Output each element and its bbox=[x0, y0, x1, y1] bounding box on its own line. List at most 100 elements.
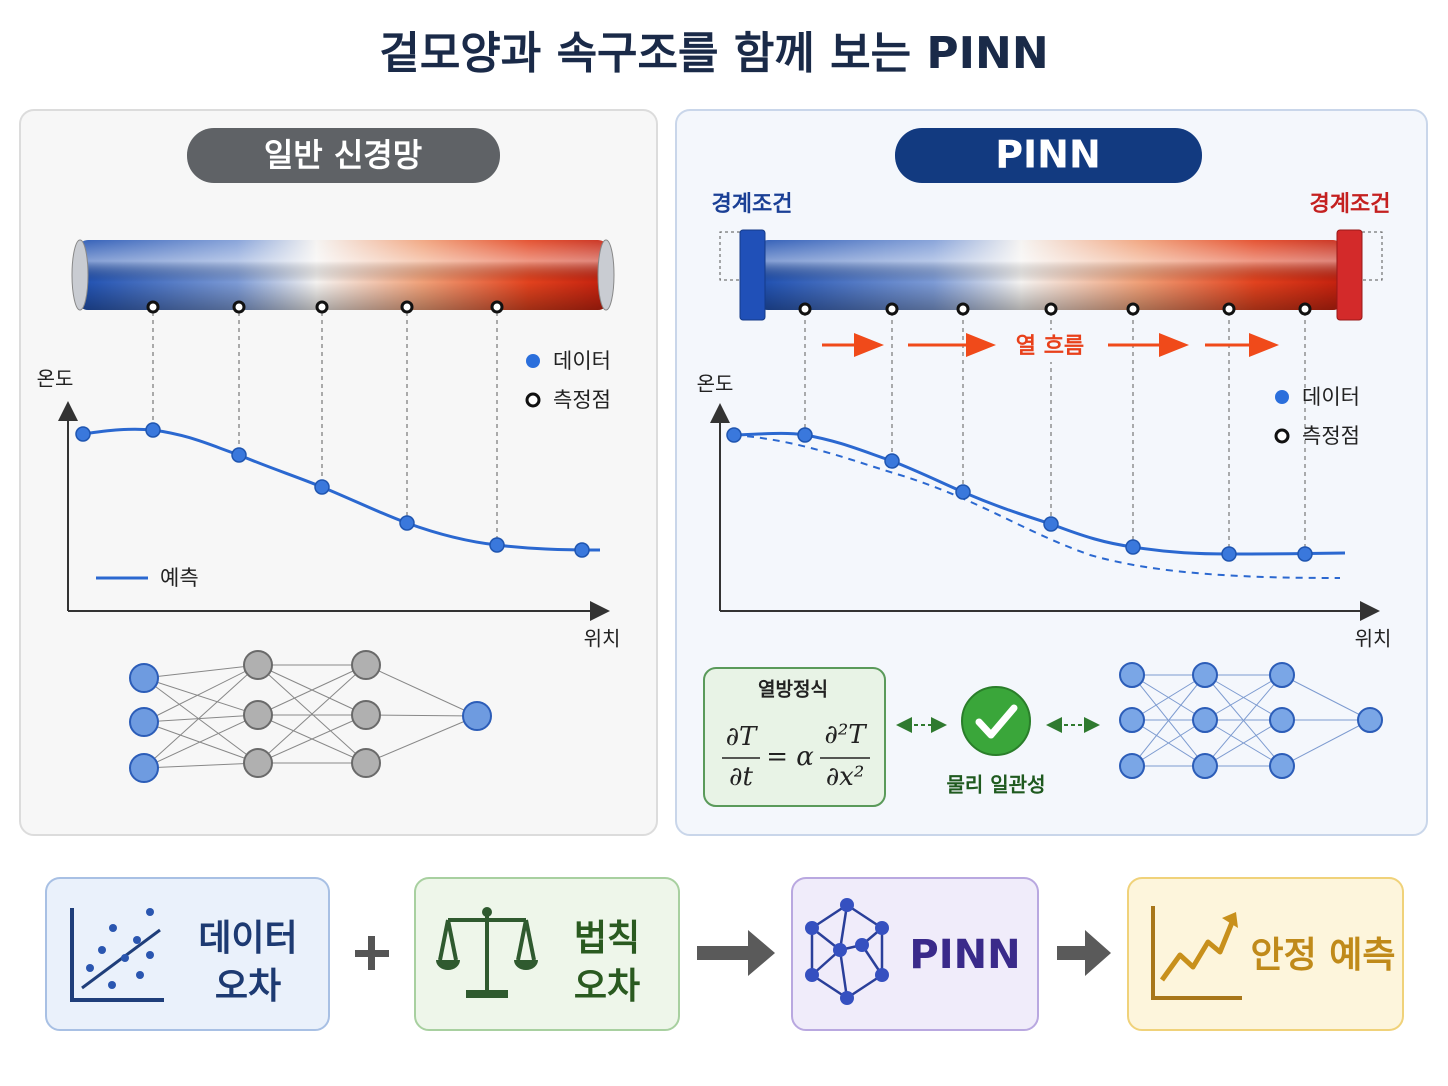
left-panel-g-circle bbox=[314, 479, 330, 495]
right-panel-g-line bbox=[1131, 674, 1206, 767]
right-panel-g-circle bbox=[956, 302, 970, 316]
right-panel-g-circle bbox=[1269, 753, 1295, 779]
card-label: PINN bbox=[909, 932, 1020, 978]
right-panel-g-circle bbox=[1119, 707, 1145, 733]
legend-label: 데이터 bbox=[553, 349, 611, 373]
bottom-flow-path bbox=[1151, 906, 1242, 1000]
bottom-flow-g-circle bbox=[805, 921, 819, 935]
left-panel-g-line bbox=[143, 677, 259, 716]
left-panel-g-circle bbox=[129, 753, 159, 783]
left-panel-g-circle bbox=[315, 300, 329, 314]
card-label: 안정 예측 bbox=[1250, 935, 1395, 976]
right-panel-g-circle bbox=[1044, 302, 1058, 316]
left-panel-g-line bbox=[143, 714, 259, 769]
left-panel-g bbox=[243, 650, 381, 778]
right-panel-rect bbox=[1336, 229, 1363, 321]
x-axis-label: 위치 bbox=[584, 627, 621, 651]
left-panel-g bbox=[143, 664, 478, 769]
card-label: 오차 bbox=[574, 966, 640, 1007]
bottom-flow-rect bbox=[1127, 877, 1404, 1031]
left-panel-g-circle bbox=[351, 700, 381, 730]
bottom-flow-path bbox=[697, 930, 775, 976]
right-panel-circle bbox=[961, 686, 1031, 756]
left-panel-g-circle bbox=[243, 748, 273, 778]
right-panel-g-circle bbox=[1298, 302, 1312, 316]
right-panel-g-circle bbox=[797, 427, 813, 443]
left-panel-rect bbox=[19, 109, 658, 836]
left-panel-g-circle bbox=[574, 542, 590, 558]
equation-part: ∂²T bbox=[824, 720, 867, 750]
right-panel-rect bbox=[758, 240, 1343, 310]
right-panel-g bbox=[804, 312, 1306, 554]
right-panel-g-circle bbox=[1297, 546, 1313, 562]
right-panel-path bbox=[1362, 231, 1383, 281]
bottom-flow-g-line bbox=[524, 919, 536, 961]
left-panel-rect bbox=[187, 128, 500, 183]
legend-label: 데이터 bbox=[1302, 385, 1360, 409]
right-panel-g bbox=[798, 302, 1312, 316]
bottom-flow-g-circle bbox=[146, 951, 154, 959]
bottom-flow-path bbox=[70, 908, 164, 1002]
right-panel-g-circle bbox=[884, 453, 900, 469]
left-panel-g bbox=[75, 422, 590, 558]
left-panel-circle bbox=[526, 354, 540, 368]
right-panel-rect bbox=[1005, 330, 1097, 362]
left-panel: 일반 신경망 온도 위치 데이터 측정점 예측 bbox=[19, 109, 658, 836]
right-panel-rect bbox=[703, 667, 886, 807]
left-panel-g-line bbox=[143, 714, 259, 723]
right-panel-g-line bbox=[1131, 719, 1206, 767]
right-panel-path bbox=[975, 704, 1018, 739]
bottom-flow-g bbox=[805, 898, 889, 1005]
bottom-flow: 데이터 오차 법칙 오차 PINN 안정 예측 bbox=[45, 877, 1404, 1031]
right-panel-g-circle bbox=[1192, 707, 1218, 733]
right-panel-g: ∂T ∂t = α ∂²T ∂x² bbox=[726, 720, 868, 792]
left-panel-g-line bbox=[143, 664, 259, 723]
boundary-label: 경계조건 bbox=[712, 192, 793, 217]
left-panel-g-line bbox=[143, 677, 259, 764]
bottom-flow-g-line bbox=[438, 919, 450, 961]
left-panel-g-circle bbox=[231, 447, 247, 463]
bottom-flow-g-circle bbox=[805, 968, 819, 982]
bottom-flow-g bbox=[86, 908, 154, 989]
right-panel-g-line bbox=[1281, 719, 1371, 767]
right-panel-g-circle bbox=[1125, 539, 1141, 555]
right-panel-g-circle bbox=[1043, 516, 1059, 532]
bottom-flow-g-circle bbox=[840, 991, 854, 1005]
legend-label: 예측 bbox=[160, 566, 199, 590]
bottom-flow-g-circle bbox=[98, 946, 106, 954]
right-panel-g bbox=[726, 427, 1313, 562]
bottom-flow-rect bbox=[466, 990, 508, 998]
badge: 일반 신경망 bbox=[264, 136, 422, 174]
equation-part: ∂t bbox=[729, 762, 753, 792]
right-panel-g-line bbox=[1204, 674, 1283, 767]
legend-label: 측정점 bbox=[1302, 424, 1360, 448]
bottom-flow-path bbox=[1057, 930, 1111, 976]
left-panel-g-line bbox=[143, 762, 259, 769]
right-panel-g-circle bbox=[798, 302, 812, 316]
left-panel-g-circle bbox=[243, 700, 273, 730]
bottom-flow-path bbox=[1222, 912, 1238, 928]
left-panel-g-circle bbox=[399, 515, 415, 531]
right-panel-g-line bbox=[1131, 674, 1206, 721]
left-panel-g-circle bbox=[351, 650, 381, 680]
equation-part: = α bbox=[766, 742, 814, 772]
y-axis-label: 온도 bbox=[37, 367, 74, 391]
left-panel-g-circle bbox=[243, 650, 273, 680]
right-panel-rect bbox=[739, 229, 766, 321]
right-panel-circle bbox=[1275, 390, 1289, 404]
left-panel-ellipse bbox=[597, 239, 615, 311]
bottom-flow-g-circle bbox=[86, 964, 94, 972]
left-panel-g-line bbox=[365, 664, 478, 717]
left-panel-g-circle bbox=[129, 707, 159, 737]
right-panel-g-circle bbox=[1357, 707, 1383, 733]
left-panel-rect bbox=[78, 240, 608, 310]
bottom-flow-g-circle bbox=[146, 908, 154, 916]
left-panel-g-line bbox=[365, 715, 478, 764]
right-panel-path bbox=[719, 231, 740, 281]
consistency-label: 물리 일관성 bbox=[947, 773, 1046, 797]
left-panel-g-circle bbox=[490, 300, 504, 314]
bottom-flow-g-line bbox=[838, 904, 849, 951]
bottom-flow-g-circle bbox=[121, 954, 129, 962]
left-panel-g-line bbox=[143, 721, 259, 764]
left-panel-g-line bbox=[257, 714, 367, 764]
